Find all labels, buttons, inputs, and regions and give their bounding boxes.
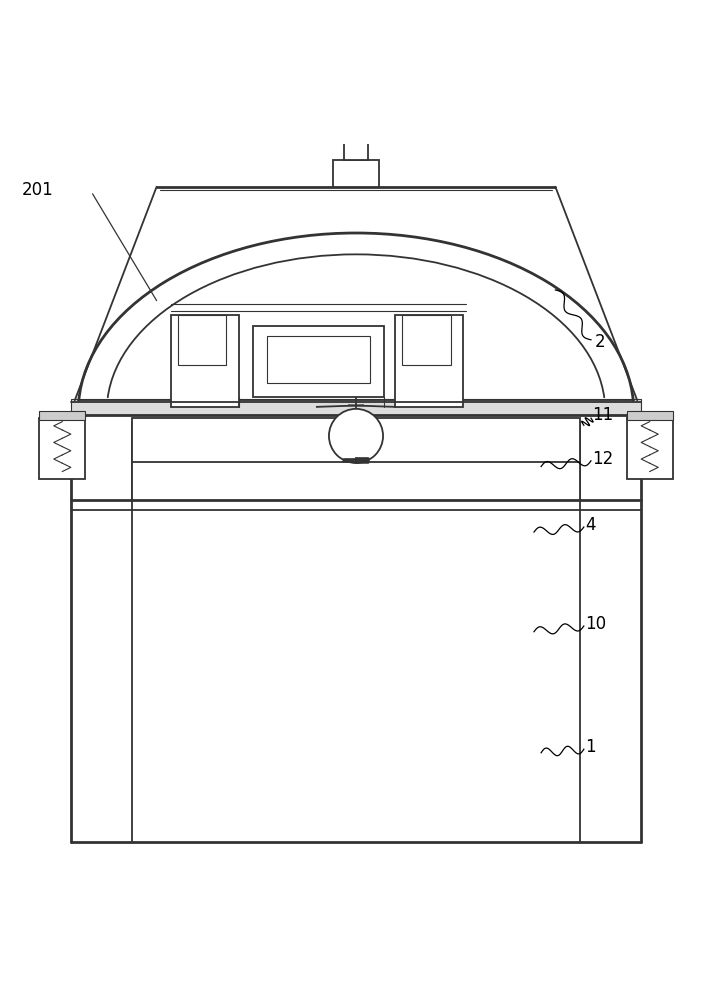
Circle shape: [350, 118, 362, 130]
Text: 12: 12: [592, 450, 614, 468]
Bar: [132, 418, 580, 500]
Bar: [344, 142, 368, 160]
Bar: [267, 336, 370, 383]
Bar: [349, 129, 363, 142]
Circle shape: [329, 409, 383, 463]
Bar: [178, 315, 226, 365]
Text: 10: 10: [585, 615, 607, 633]
Text: 4: 4: [585, 516, 596, 534]
Bar: [39, 418, 85, 479]
Text: 201: 201: [21, 181, 53, 199]
Text: 1: 1: [585, 738, 596, 756]
Bar: [333, 160, 379, 187]
Bar: [71, 399, 641, 415]
Bar: [627, 418, 673, 479]
Bar: [39, 411, 85, 420]
Bar: [171, 315, 239, 407]
Bar: [253, 326, 384, 397]
Bar: [402, 315, 451, 365]
Text: 2: 2: [595, 333, 605, 351]
Text: 11: 11: [592, 406, 614, 424]
Bar: [627, 411, 673, 420]
Bar: [395, 315, 463, 407]
